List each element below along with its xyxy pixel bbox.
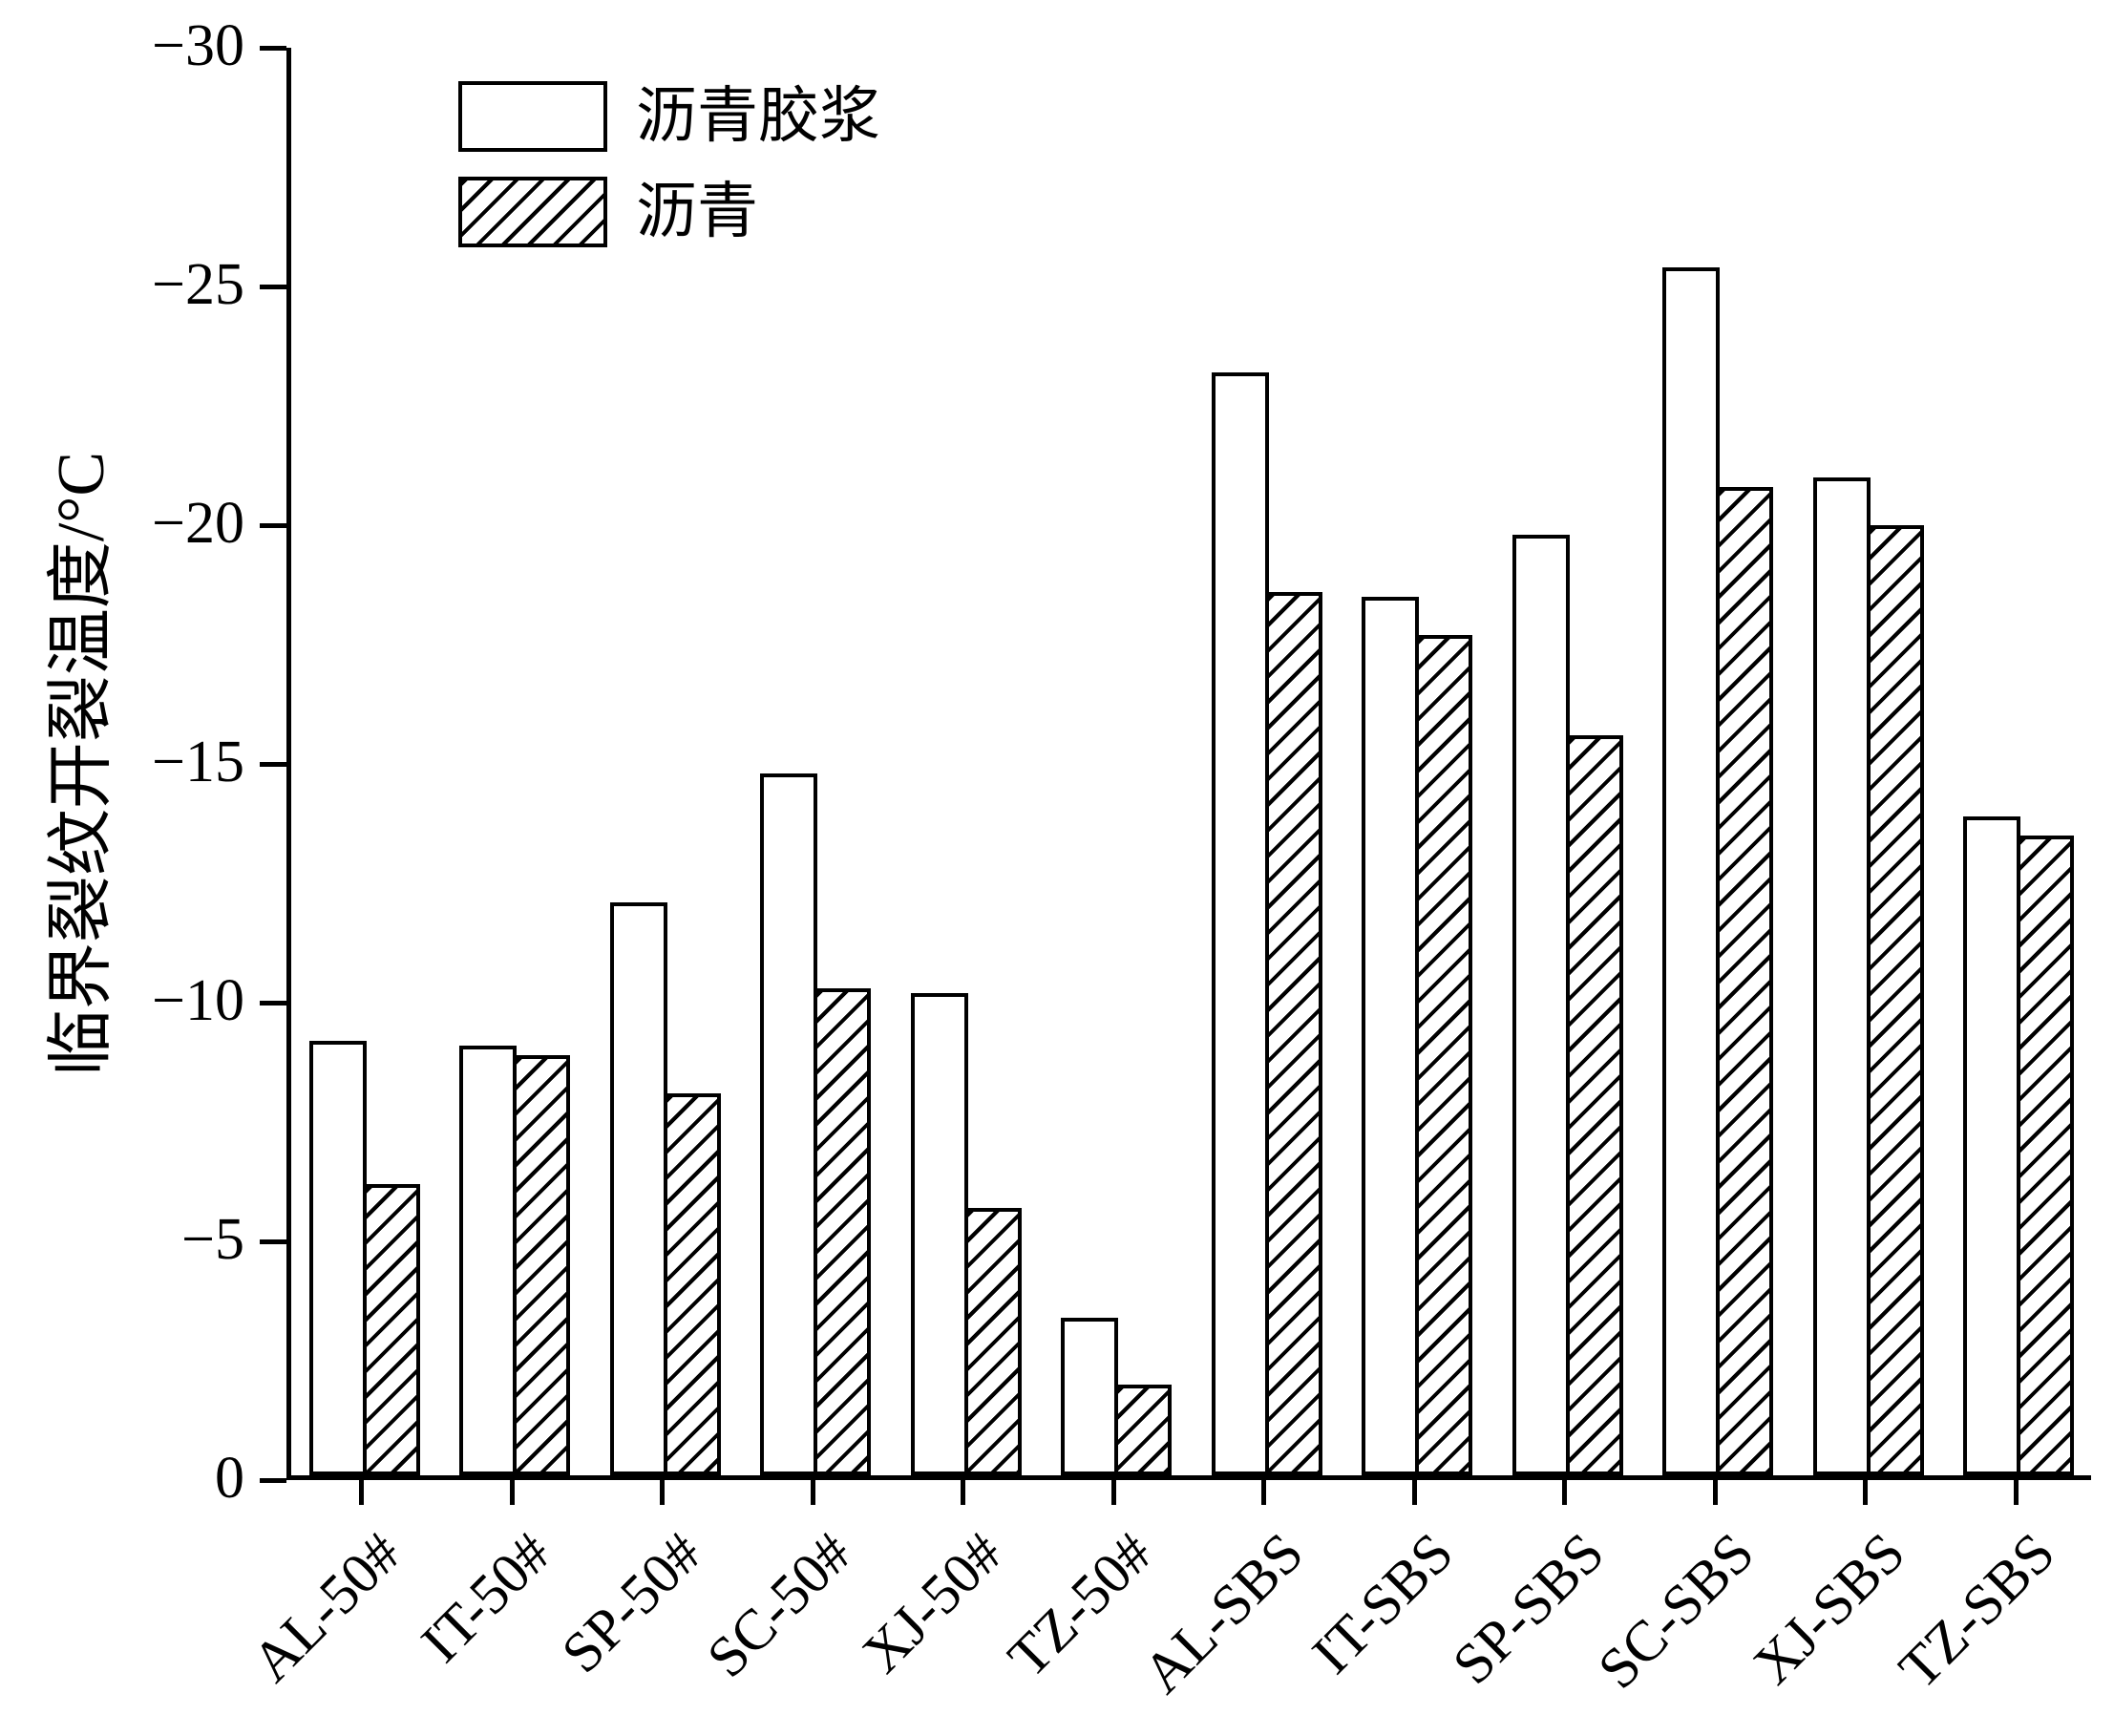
bar-hatched-AL-SBS — [1264, 592, 1322, 1475]
y-axis-tick-label: −20 — [152, 491, 244, 556]
x-axis-category-label: IT-SBS — [1300, 1520, 1466, 1686]
x-axis-category-label: SC-SBS — [1586, 1520, 1766, 1701]
x-axis-category-label: AL-50# — [240, 1520, 413, 1694]
y-axis-tick — [260, 761, 286, 767]
y-axis-tick-label: −10 — [152, 968, 244, 1033]
x-axis-tick — [509, 1480, 515, 1505]
x-axis-tick — [1712, 1480, 1718, 1505]
bar-hatched-SP-SBS — [1565, 735, 1623, 1475]
y-axis-tick-label: 0 — [215, 1446, 244, 1511]
x-axis-tick — [1863, 1480, 1869, 1505]
bar-plain-XJ-SBS — [1812, 477, 1871, 1475]
x-axis-tick — [1562, 1480, 1568, 1505]
legend-label-asphalt: 沥青 — [636, 178, 758, 245]
x-axis-category-label: AL-SBS — [1131, 1520, 1316, 1705]
bar-plain-AL-SBS — [1211, 372, 1269, 1475]
legend-swatch-mortar — [458, 81, 607, 152]
x-axis-category-label: XJ-SBS — [1741, 1520, 1917, 1697]
bar-hatched-SC-50# — [814, 988, 872, 1475]
bar-hatched-XJ-SBS — [1866, 525, 1924, 1475]
x-axis-category-label: SP-SBS — [1440, 1520, 1617, 1697]
bar-plain-TZ-SBS — [1963, 816, 2021, 1475]
legend-swatch-asphalt — [458, 177, 607, 247]
bar-hatched-TZ-SBS — [2017, 836, 2075, 1475]
bar-hatched-SP-50# — [663, 1093, 721, 1475]
y-axis-tick — [260, 522, 286, 528]
y-axis-tick-label: −30 — [152, 13, 244, 78]
y-axis-tick-label: −15 — [152, 730, 244, 794]
y-axis-tick-label: −5 — [181, 1207, 244, 1272]
bar-plain-TZ-50# — [1061, 1318, 1119, 1475]
bar-plain-AL-50# — [308, 1041, 367, 1475]
x-axis-tick — [810, 1480, 815, 1505]
bar-plain-IT-SBS — [1362, 597, 1420, 1475]
bar-hatched-TZ-50# — [1114, 1385, 1173, 1475]
x-axis-tick — [2013, 1480, 2019, 1505]
y-axis-tick — [260, 1477, 286, 1483]
y-axis-tick-label: −25 — [152, 252, 244, 317]
x-axis-category-label: SC-50# — [695, 1520, 864, 1689]
plot-area — [286, 48, 2091, 1480]
bar-hatched-SC-SBS — [1716, 487, 1774, 1475]
x-axis-tick — [359, 1480, 365, 1505]
bar-plain-SP-SBS — [1512, 535, 1570, 1475]
y-axis-tick — [260, 284, 286, 289]
x-axis-category-label: IT-50# — [409, 1520, 563, 1675]
bar-plain-SC-50# — [760, 773, 818, 1475]
legend-row-asphalt: 沥青 — [458, 177, 880, 247]
y-axis-tick — [260, 1000, 286, 1006]
x-axis-category-label: TZ-SBS — [1887, 1520, 2067, 1701]
y-axis-tick — [260, 1238, 286, 1244]
x-axis-tick — [1261, 1480, 1267, 1505]
bar-hatched-IT-SBS — [1415, 635, 1473, 1475]
bar-hatched-IT-50# — [513, 1055, 571, 1475]
x-axis-category-label: XJ-50# — [850, 1520, 1015, 1685]
legend-row-mortar: 沥青胶浆 — [458, 81, 880, 152]
bar-plain-SC-SBS — [1662, 267, 1721, 1475]
y-axis-tick — [260, 45, 286, 51]
bar-hatched-XJ-50# — [963, 1208, 1022, 1475]
x-axis-tick — [961, 1480, 966, 1505]
x-axis-tick — [1411, 1480, 1417, 1505]
legend-label-mortar: 沥青胶浆 — [636, 82, 880, 150]
x-axis-category-label: SP-50# — [549, 1520, 714, 1685]
x-axis-tick — [1110, 1480, 1116, 1505]
bar-plain-XJ-50# — [910, 993, 968, 1475]
bar-plain-IT-50# — [459, 1046, 518, 1475]
bar-plain-SP-50# — [609, 902, 667, 1475]
bar-hatched-AL-50# — [362, 1184, 420, 1475]
x-axis-tick — [660, 1480, 666, 1505]
legend: 沥青胶浆 沥青 — [458, 81, 880, 272]
